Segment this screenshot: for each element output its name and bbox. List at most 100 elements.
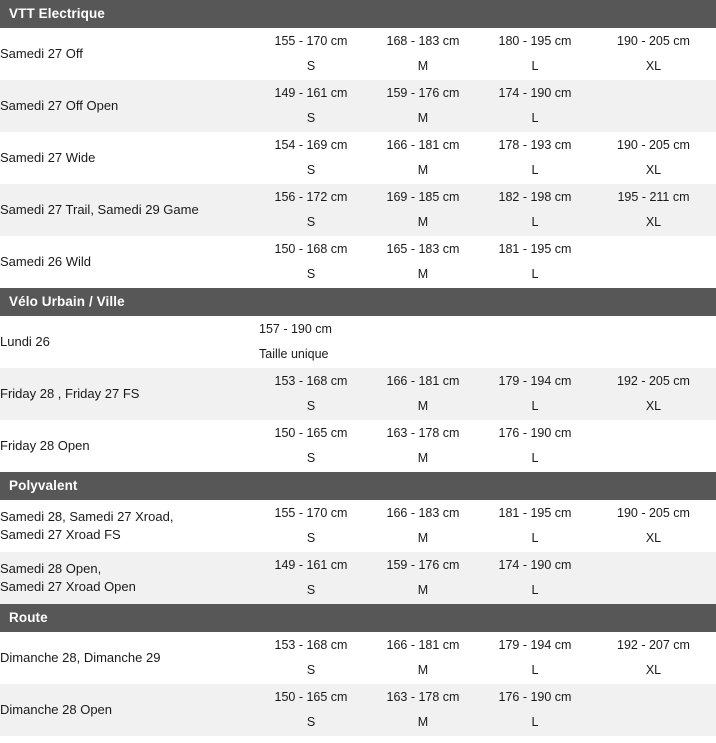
size-label: M xyxy=(417,163,429,177)
height-range: 153 - 168 cm xyxy=(274,638,348,652)
size-cell: 165 - 183 cm M xyxy=(367,236,479,288)
height-range: 155 - 170 cm xyxy=(274,506,348,520)
table-row: Samedi 26 Wild 150 - 168 cm S 165 - 183 cm M… xyxy=(0,236,716,288)
size-cell-empty xyxy=(591,552,716,604)
size-cell-empty xyxy=(591,80,716,132)
size-label: M xyxy=(417,663,429,677)
height-range: 182 - 198 cm xyxy=(498,190,572,204)
size-cell: 154 - 169 cm S xyxy=(255,132,367,184)
height-range: 176 - 190 cm xyxy=(498,690,572,704)
size-label: L xyxy=(531,451,539,465)
model-name-line: Samedi 26 Wild xyxy=(0,254,92,269)
size-label: S xyxy=(306,215,316,229)
size-label: XL xyxy=(645,215,662,229)
size-cell-empty xyxy=(591,236,716,288)
size-cell: 195 - 211 cm XL xyxy=(591,184,716,236)
size-cell: 192 - 205 cm XL xyxy=(591,368,716,420)
height-range: 176 - 190 cm xyxy=(498,426,572,440)
size-label: L xyxy=(531,215,539,229)
height-range: 155 - 170 cm xyxy=(274,34,348,48)
table-row: Samedi 28, Samedi 27 Xroad, Samedi 27 Xro… xyxy=(0,500,716,552)
height-range: 166 - 181 cm xyxy=(386,374,460,388)
size-label: XL xyxy=(645,59,662,73)
size-label: S xyxy=(306,583,316,597)
size-cell-empty xyxy=(591,684,716,736)
model-name-line: Samedi 27 Xroad FS xyxy=(0,527,121,542)
size-label: XL xyxy=(645,663,662,677)
section-header-label: VTT Electrique xyxy=(0,0,716,28)
size-cell: 179 - 194 cm L xyxy=(479,368,591,420)
model-name-cell: Samedi 26 Wild xyxy=(0,236,255,288)
size-label: XL xyxy=(645,399,662,413)
model-name-cell: Friday 28 Open xyxy=(0,420,255,472)
size-label: M xyxy=(417,451,429,465)
table-row: Lundi 26 157 - 190 cm Taille unique xyxy=(0,316,716,368)
height-range: 169 - 185 cm xyxy=(386,190,460,204)
height-range: 190 - 205 cm xyxy=(617,34,690,48)
height-range: 163 - 178 cm xyxy=(386,426,460,440)
table-row: Friday 28 Open 150 - 165 cm S 163 - 178 cm M… xyxy=(0,420,716,472)
height-range: 190 - 205 cm xyxy=(617,506,690,520)
height-range: 153 - 168 cm xyxy=(274,374,348,388)
size-cell: 166 - 181 cm M xyxy=(367,368,479,420)
size-cell: 149 - 161 cm S xyxy=(255,552,367,604)
size-label: L xyxy=(531,267,539,281)
height-range: 179 - 194 cm xyxy=(498,374,572,388)
size-label: S xyxy=(306,163,316,177)
model-name-line: Samedi 27 Trail, Samedi 29 Game xyxy=(0,202,199,217)
height-range: 154 - 169 cm xyxy=(274,138,348,152)
model-name-line: Samedi 27 Off Open xyxy=(0,98,119,113)
size-cell: 159 - 176 cm M xyxy=(367,552,479,604)
size-label: M xyxy=(417,111,429,125)
model-name-cell: Friday 28 , Friday 27 FS xyxy=(0,368,255,420)
model-name-cell: Samedi 27 Off Open xyxy=(0,80,255,132)
model-name-line: Friday 28 Open xyxy=(0,438,90,453)
size-label: M xyxy=(417,59,429,73)
size-cell: 155 - 170 cm S xyxy=(255,28,367,80)
table-row: Samedi 27 Wide 154 - 169 cm S 166 - 181 cm M… xyxy=(0,132,716,184)
table-row: Samedi 28 Open, Samedi 27 Xroad Open 149 -… xyxy=(0,552,716,604)
height-range: 165 - 183 cm xyxy=(386,242,460,256)
size-cell: 159 - 176 cm M xyxy=(367,80,479,132)
size-cell: 190 - 205 cm XL xyxy=(591,28,716,80)
height-range: 174 - 190 cm xyxy=(498,558,572,572)
height-range: 174 - 190 cm xyxy=(498,86,572,100)
size-cell: 153 - 168 cm S xyxy=(255,368,367,420)
height-range: 163 - 178 cm xyxy=(386,690,460,704)
size-label: L xyxy=(531,583,539,597)
model-name-cell: Samedi 28, Samedi 27 Xroad, Samedi 27 Xro… xyxy=(0,500,255,552)
size-label: M xyxy=(417,215,429,229)
size-label: Taille unique xyxy=(259,347,329,361)
size-cell: 176 - 190 cm L xyxy=(479,684,591,736)
size-cell: 174 - 190 cm L xyxy=(479,80,591,132)
model-name-line: Samedi 27 Xroad Open xyxy=(0,579,136,594)
size-cell: 179 - 194 cm L xyxy=(479,632,591,684)
size-label: L xyxy=(531,111,539,125)
size-cell: 157 - 190 cm Taille unique xyxy=(255,316,367,368)
model-name-line: Lundi 26 xyxy=(0,334,50,349)
size-cell: 150 - 165 cm S xyxy=(255,684,367,736)
model-name-cell: Dimanche 28 Open xyxy=(0,684,255,736)
size-cell: 182 - 198 cm L xyxy=(479,184,591,236)
height-range: 192 - 207 cm xyxy=(617,638,690,652)
height-range: 195 - 211 cm xyxy=(617,190,690,204)
size-cell: 155 - 170 cm S xyxy=(255,500,367,552)
size-label: L xyxy=(531,59,539,73)
size-cell-empty xyxy=(591,316,716,368)
table-row: Samedi 27 Off Open 149 - 161 cm S 159 - 176… xyxy=(0,80,716,132)
size-cell: 163 - 178 cm M xyxy=(367,684,479,736)
size-cell: 166 - 183 cm M xyxy=(367,500,479,552)
size-cell: 190 - 205 cm XL xyxy=(591,500,716,552)
table-row: Friday 28 , Friday 27 FS 153 - 168 cm S 166… xyxy=(0,368,716,420)
size-label: L xyxy=(531,715,539,729)
size-cell: 163 - 178 cm M xyxy=(367,420,479,472)
size-cell: 178 - 193 cm L xyxy=(479,132,591,184)
size-label: L xyxy=(531,399,539,413)
model-name-line: Dimanche 28 Open xyxy=(0,702,113,717)
size-label: XL xyxy=(645,163,662,177)
height-range: 159 - 176 cm xyxy=(386,86,460,100)
model-name-line: Samedi 28 Open, xyxy=(0,561,102,576)
size-cell-empty xyxy=(367,316,479,368)
size-label: S xyxy=(306,267,316,281)
